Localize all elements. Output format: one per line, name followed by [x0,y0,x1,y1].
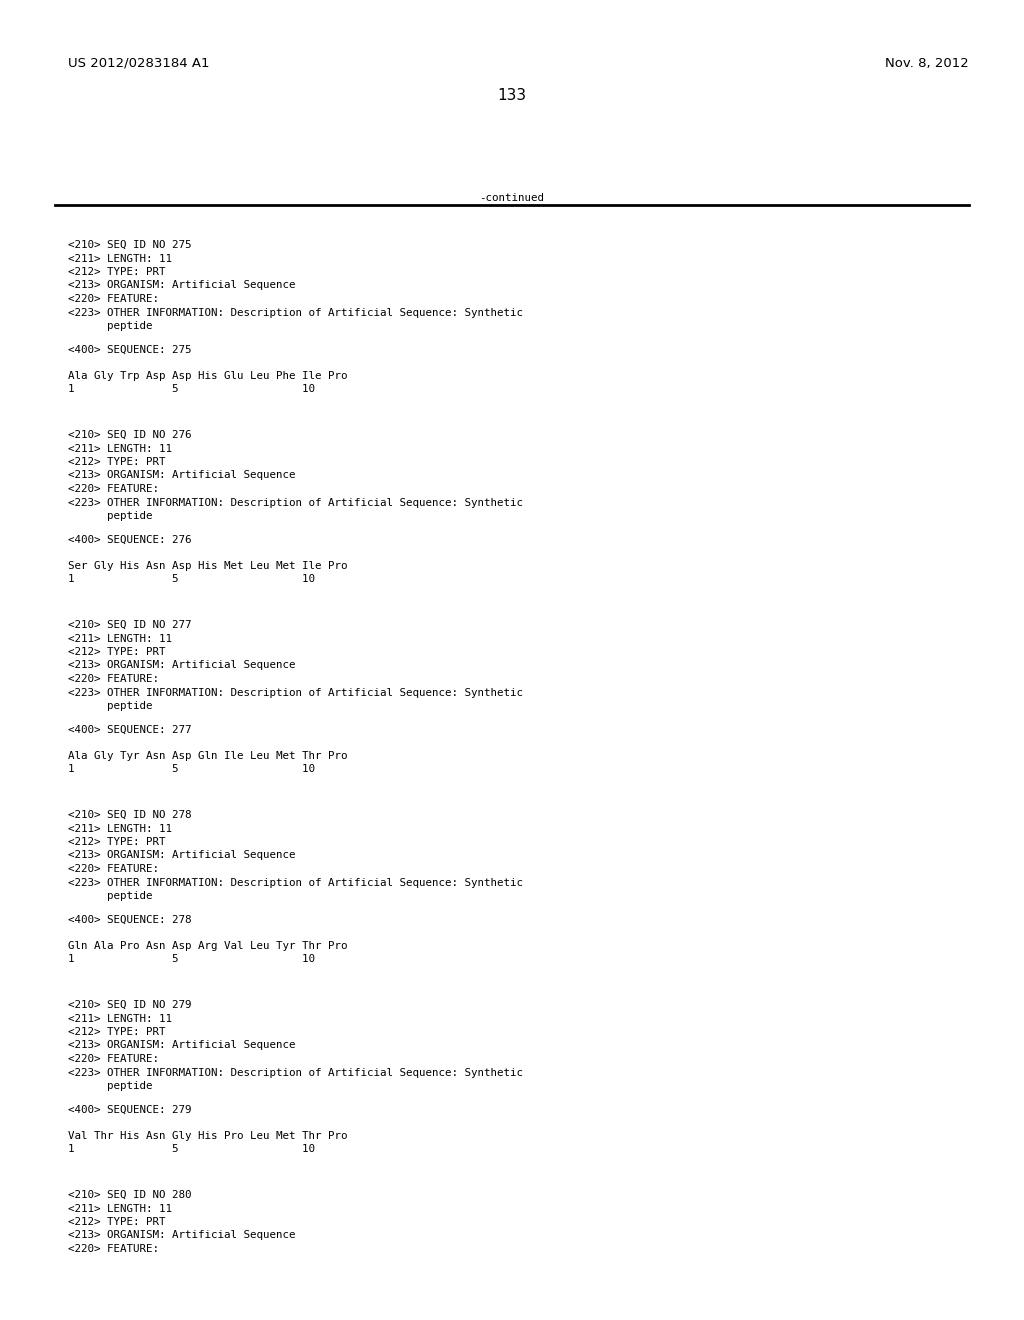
Text: <211> LENGTH: 11: <211> LENGTH: 11 [68,1204,172,1213]
Text: <211> LENGTH: 11: <211> LENGTH: 11 [68,1014,172,1023]
Text: 1               5                   10: 1 5 10 [68,384,315,395]
Text: <213> ORGANISM: Artificial Sequence: <213> ORGANISM: Artificial Sequence [68,850,296,861]
Text: Nov. 8, 2012: Nov. 8, 2012 [886,57,969,70]
Text: peptide: peptide [68,701,153,711]
Text: US 2012/0283184 A1: US 2012/0283184 A1 [68,57,210,70]
Text: Val Thr His Asn Gly His Pro Leu Met Thr Pro: Val Thr His Asn Gly His Pro Leu Met Thr … [68,1131,347,1140]
Text: <400> SEQUENCE: 275: <400> SEQUENCE: 275 [68,345,191,355]
Text: <212> TYPE: PRT: <212> TYPE: PRT [68,457,166,467]
Text: <212> TYPE: PRT: <212> TYPE: PRT [68,267,166,277]
Text: <400> SEQUENCE: 278: <400> SEQUENCE: 278 [68,915,191,924]
Text: <220> FEATURE:: <220> FEATURE: [68,865,159,874]
Text: 1               5                   10: 1 5 10 [68,1144,315,1155]
Text: <210> SEQ ID NO 276: <210> SEQ ID NO 276 [68,430,191,440]
Text: <220> FEATURE:: <220> FEATURE: [68,294,159,304]
Text: <213> ORGANISM: Artificial Sequence: <213> ORGANISM: Artificial Sequence [68,1230,296,1241]
Text: <212> TYPE: PRT: <212> TYPE: PRT [68,647,166,657]
Text: -continued: -continued [479,193,545,203]
Text: <223> OTHER INFORMATION: Description of Artificial Sequence: Synthetic: <223> OTHER INFORMATION: Description of … [68,498,523,507]
Text: <220> FEATURE:: <220> FEATURE: [68,484,159,494]
Text: <400> SEQUENCE: 277: <400> SEQUENCE: 277 [68,725,191,734]
Text: peptide: peptide [68,321,153,331]
Text: <220> FEATURE:: <220> FEATURE: [68,675,159,684]
Text: 1               5                   10: 1 5 10 [68,764,315,775]
Text: <212> TYPE: PRT: <212> TYPE: PRT [68,837,166,847]
Text: peptide: peptide [68,511,153,521]
Text: peptide: peptide [68,891,153,902]
Text: <400> SEQUENCE: 276: <400> SEQUENCE: 276 [68,535,191,544]
Text: <400> SEQUENCE: 279: <400> SEQUENCE: 279 [68,1105,191,1114]
Text: <220> FEATURE:: <220> FEATURE: [68,1053,159,1064]
Text: Ala Gly Trp Asp Asp His Glu Leu Phe Ile Pro: Ala Gly Trp Asp Asp His Glu Leu Phe Ile … [68,371,347,381]
Text: <210> SEQ ID NO 277: <210> SEQ ID NO 277 [68,620,191,630]
Text: <211> LENGTH: 11: <211> LENGTH: 11 [68,253,172,264]
Text: Ser Gly His Asn Asp His Met Leu Met Ile Pro: Ser Gly His Asn Asp His Met Leu Met Ile … [68,561,347,572]
Text: 1               5                   10: 1 5 10 [68,574,315,585]
Text: <211> LENGTH: 11: <211> LENGTH: 11 [68,634,172,644]
Text: <210> SEQ ID NO 279: <210> SEQ ID NO 279 [68,1001,191,1010]
Text: <212> TYPE: PRT: <212> TYPE: PRT [68,1217,166,1228]
Text: Ala Gly Tyr Asn Asp Gln Ile Leu Met Thr Pro: Ala Gly Tyr Asn Asp Gln Ile Leu Met Thr … [68,751,347,762]
Text: <210> SEQ ID NO 278: <210> SEQ ID NO 278 [68,810,191,820]
Text: <223> OTHER INFORMATION: Description of Artificial Sequence: Synthetic: <223> OTHER INFORMATION: Description of … [68,688,523,697]
Text: <213> ORGANISM: Artificial Sequence: <213> ORGANISM: Artificial Sequence [68,1040,296,1051]
Text: <210> SEQ ID NO 280: <210> SEQ ID NO 280 [68,1191,191,1200]
Text: <223> OTHER INFORMATION: Description of Artificial Sequence: Synthetic: <223> OTHER INFORMATION: Description of … [68,1068,523,1077]
Text: 133: 133 [498,88,526,103]
Text: <223> OTHER INFORMATION: Description of Artificial Sequence: Synthetic: <223> OTHER INFORMATION: Description of … [68,308,523,318]
Text: Gln Ala Pro Asn Asp Arg Val Leu Tyr Thr Pro: Gln Ala Pro Asn Asp Arg Val Leu Tyr Thr … [68,941,347,950]
Text: <210> SEQ ID NO 275: <210> SEQ ID NO 275 [68,240,191,249]
Text: 1               5                   10: 1 5 10 [68,954,315,965]
Text: <212> TYPE: PRT: <212> TYPE: PRT [68,1027,166,1038]
Text: <223> OTHER INFORMATION: Description of Artificial Sequence: Synthetic: <223> OTHER INFORMATION: Description of … [68,878,523,887]
Text: <213> ORGANISM: Artificial Sequence: <213> ORGANISM: Artificial Sequence [68,470,296,480]
Text: <220> FEATURE:: <220> FEATURE: [68,1243,159,1254]
Text: <211> LENGTH: 11: <211> LENGTH: 11 [68,444,172,454]
Text: <211> LENGTH: 11: <211> LENGTH: 11 [68,824,172,833]
Text: peptide: peptide [68,1081,153,1092]
Text: <213> ORGANISM: Artificial Sequence: <213> ORGANISM: Artificial Sequence [68,660,296,671]
Text: <213> ORGANISM: Artificial Sequence: <213> ORGANISM: Artificial Sequence [68,281,296,290]
